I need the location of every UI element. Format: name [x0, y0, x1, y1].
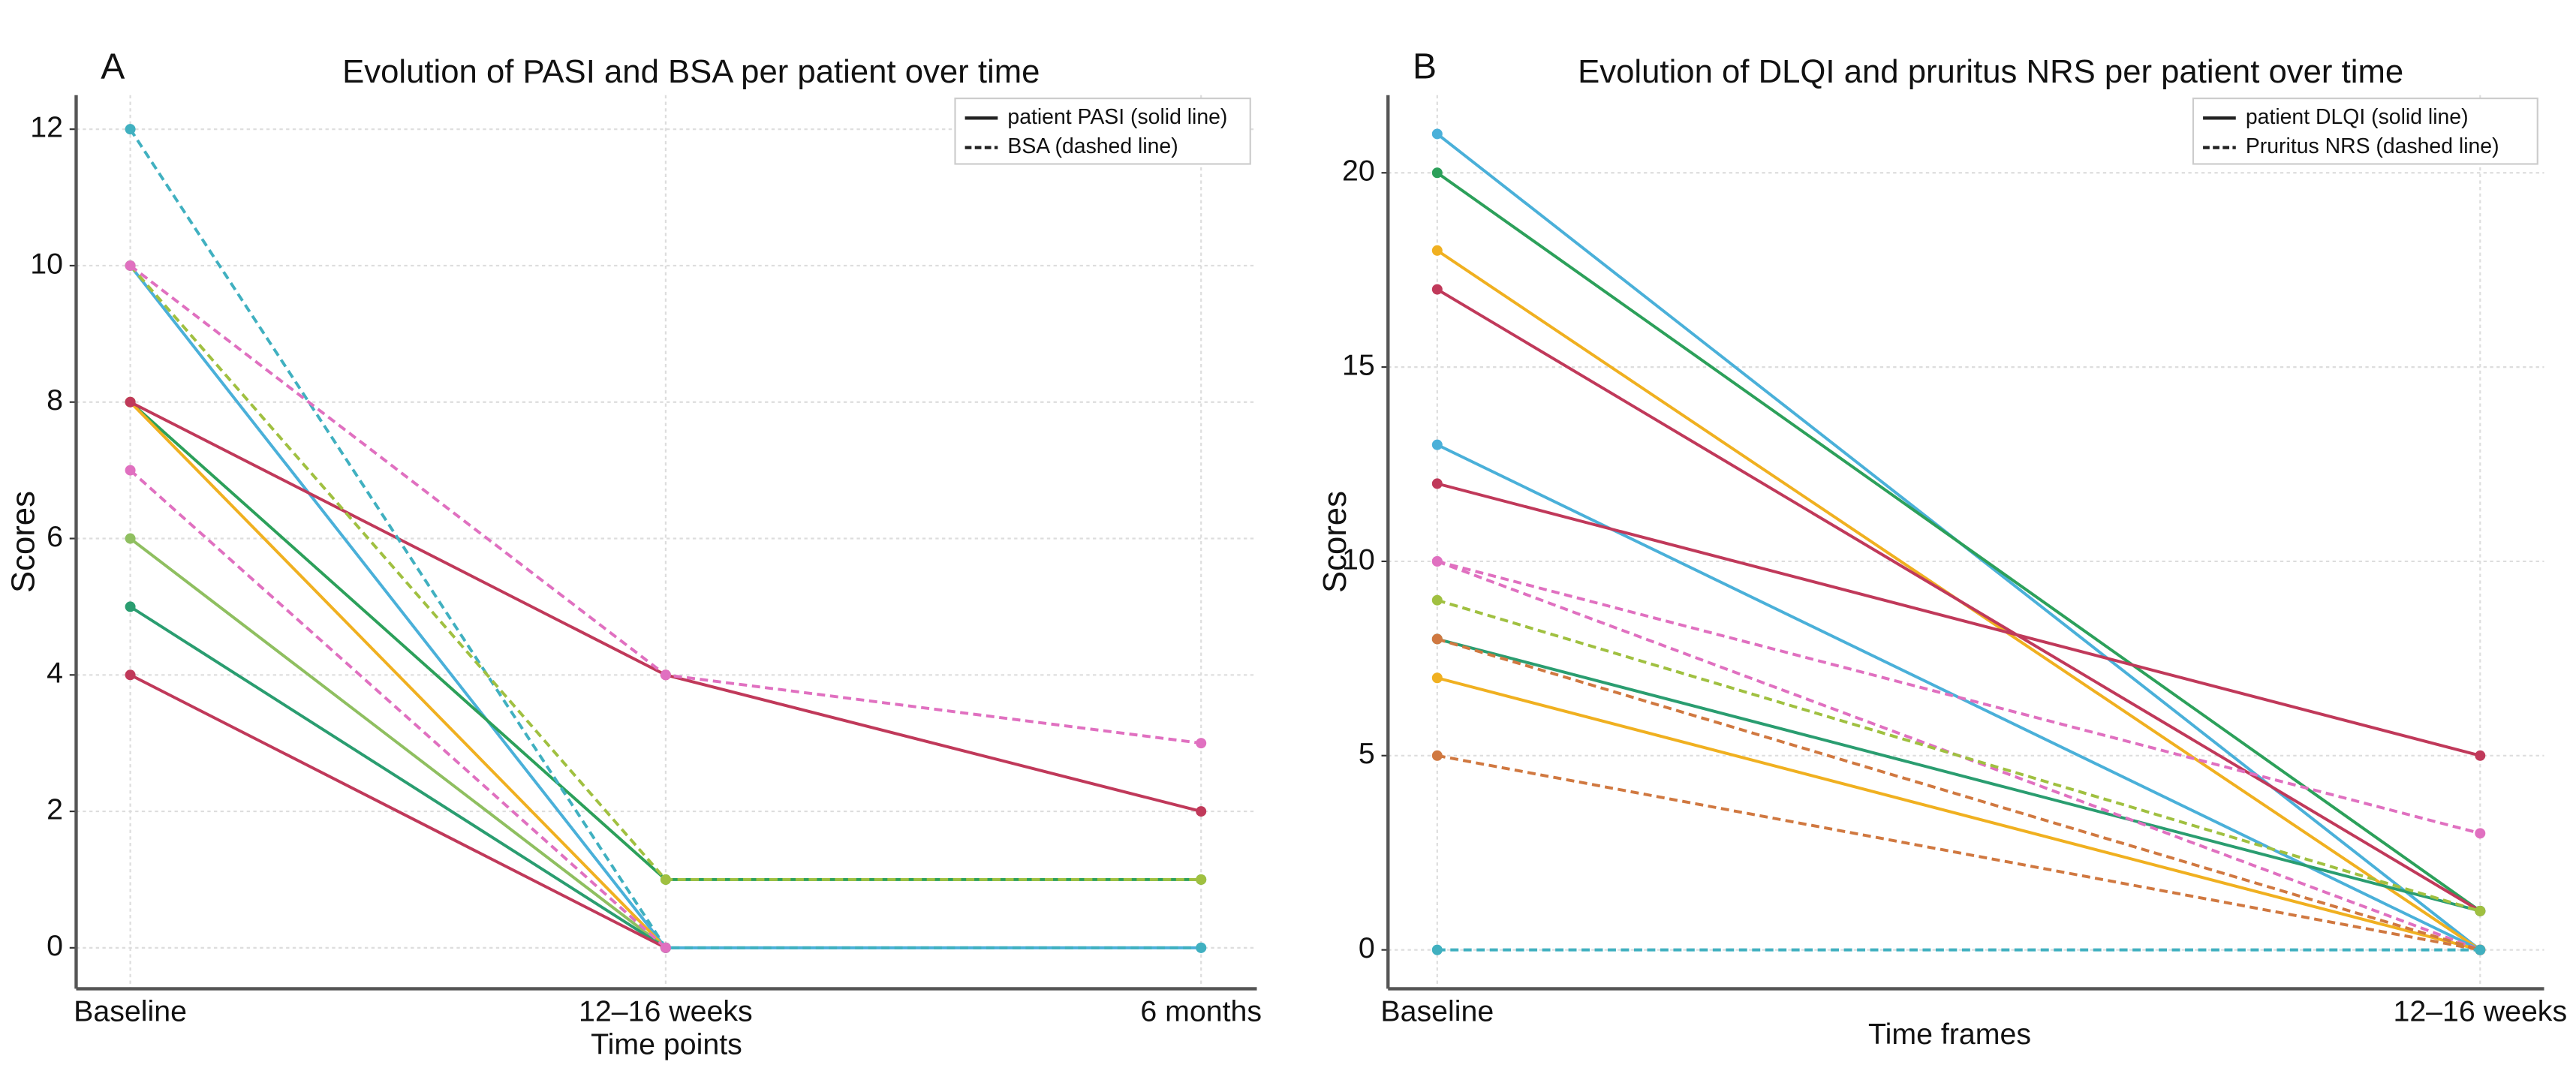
- data-point: [1431, 167, 1443, 179]
- x-tick-label: 6 months: [1140, 995, 1262, 1028]
- y-tick-label: 4: [47, 657, 63, 690]
- y-tick-label: 5: [1359, 737, 1375, 770]
- data-point: [1196, 806, 1207, 817]
- y-tick-label: 2: [47, 793, 63, 826]
- series-line: [1436, 287, 2481, 913]
- y-tick-label: 8: [47, 384, 63, 417]
- data-point: [1431, 944, 1443, 955]
- series-line: [1437, 676, 2481, 952]
- data-point: [2475, 828, 2486, 839]
- chart-title: Evolution of DLQI and pruritus NRS per p…: [1578, 53, 2403, 90]
- y-tick-label: 0: [47, 929, 63, 962]
- data-point: [1431, 128, 1443, 140]
- series-line: [129, 537, 667, 949]
- data-point: [1431, 245, 1443, 256]
- x-tick-label: Baseline: [1380, 995, 1494, 1028]
- y-tick-label: 12: [30, 111, 63, 144]
- y-tick-label: 10: [30, 247, 63, 280]
- data-point: [1431, 672, 1443, 684]
- data-point: [125, 124, 136, 135]
- data-point: [1196, 874, 1207, 885]
- data-point: [2475, 905, 2486, 916]
- y-axis-label: Scores: [1317, 491, 1353, 593]
- data-point: [1431, 633, 1443, 645]
- series-line: [1437, 637, 2481, 952]
- series-line: [1436, 171, 2481, 913]
- legend-label: patient PASI (solid line): [1007, 105, 1227, 129]
- data-point: [1196, 738, 1207, 749]
- data-point: [1431, 439, 1443, 450]
- y-tick-label: 20: [1342, 155, 1375, 188]
- panel-label: A: [101, 46, 125, 86]
- data-point: [660, 669, 671, 681]
- data-point: [1431, 750, 1443, 761]
- data-point: [1431, 478, 1443, 489]
- series-line: [1437, 754, 2481, 952]
- data-point: [2475, 750, 2486, 761]
- series-line: [129, 401, 667, 949]
- x-tick-label: Baseline: [74, 995, 187, 1028]
- data-point: [125, 396, 136, 408]
- legend-box: [954, 97, 1251, 165]
- legend-label: patient DLQI (solid line): [2246, 105, 2469, 129]
- data-point: [2475, 944, 2486, 955]
- series-line: [1437, 482, 2481, 757]
- series-line: [1437, 560, 2481, 835]
- y-tick-label: 6: [47, 520, 63, 553]
- data-point: [125, 465, 136, 476]
- data-point: [1431, 594, 1443, 606]
- legend-label: BSA (dashed line): [1007, 134, 1178, 158]
- data-point: [125, 260, 136, 271]
- series-line: [129, 469, 667, 949]
- series-line: [1437, 598, 2481, 913]
- panel-label: B: [1413, 46, 1437, 86]
- data-point: [660, 942, 671, 953]
- x-tick-label: 12–16 weeks: [2393, 995, 2567, 1028]
- data-point: [1196, 942, 1207, 953]
- data-point: [125, 669, 136, 681]
- series-line: [1437, 637, 2481, 913]
- chart-title: Evolution of PASI and BSA per patient ov…: [342, 53, 1040, 90]
- legend-label: Pruritus NRS (dashed line): [2246, 134, 2499, 158]
- y-tick-label: 10: [1342, 543, 1375, 576]
- data-point: [660, 874, 671, 885]
- data-point: [1431, 555, 1443, 567]
- legend-box: [2192, 97, 2538, 165]
- y-tick-label: 15: [1342, 348, 1375, 381]
- series-line: [129, 673, 667, 949]
- y-tick-label: 0: [1359, 931, 1375, 964]
- data-point: [125, 533, 136, 544]
- x-tick-label: 12–16 weeks: [579, 995, 753, 1028]
- x-axis-label: Time frames: [1868, 1018, 2031, 1051]
- x-axis-label: Time points: [591, 1027, 742, 1060]
- y-axis-label: Scores: [5, 491, 41, 593]
- data-point: [125, 601, 136, 612]
- series-line: [129, 605, 667, 949]
- data-point: [1431, 284, 1443, 295]
